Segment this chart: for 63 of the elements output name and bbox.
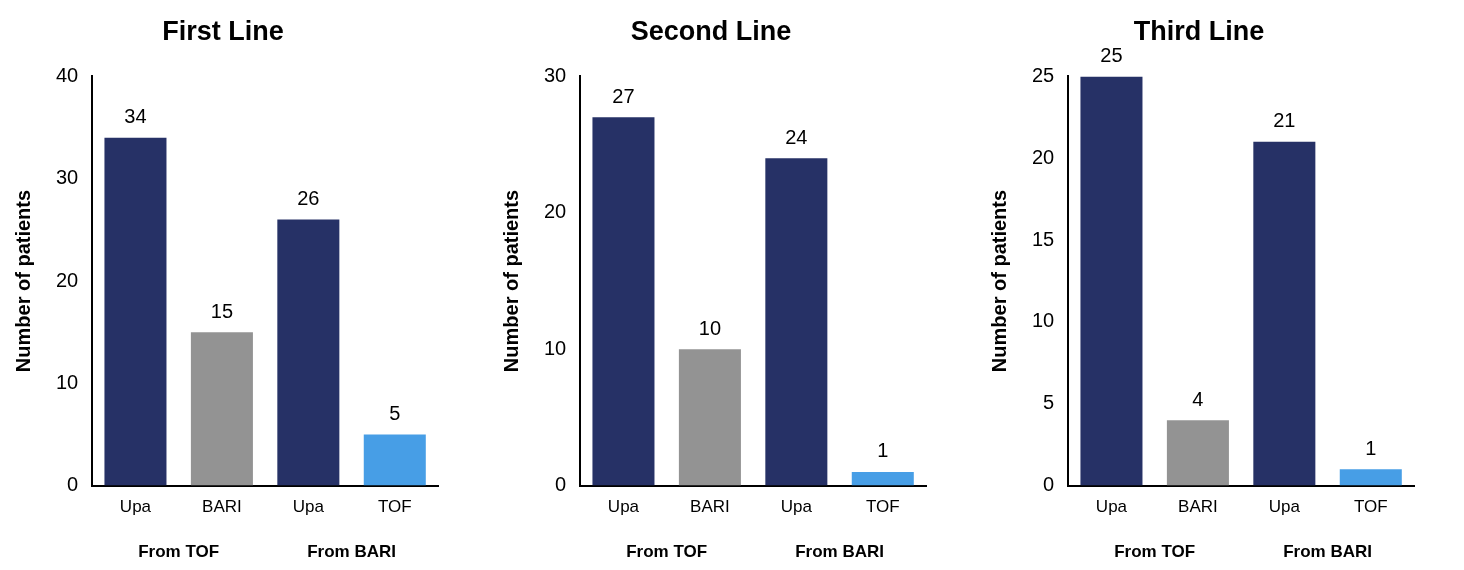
y-tick-label: 5 bbox=[1043, 391, 1055, 414]
data-label: 24 bbox=[785, 125, 808, 148]
bar bbox=[1339, 469, 1402, 486]
x-tick-label: TOF bbox=[1353, 497, 1388, 517]
chart-title: First Line bbox=[162, 15, 284, 46]
x-tick-label: Upa bbox=[119, 497, 152, 517]
bar bbox=[190, 332, 253, 486]
y-tick-label: 0 bbox=[1043, 473, 1055, 496]
bar bbox=[765, 158, 828, 486]
x-tick-label: TOF bbox=[377, 497, 412, 517]
data-label: 15 bbox=[210, 299, 234, 322]
text: From TOF bbox=[138, 541, 220, 561]
x-tick-label: BARI bbox=[202, 497, 242, 517]
chart-title: Second Line bbox=[630, 15, 792, 46]
data-label: 1 bbox=[1365, 436, 1377, 459]
bar bbox=[363, 434, 426, 486]
bar bbox=[678, 349, 741, 486]
data-label: 4 bbox=[1192, 387, 1204, 410]
x-tick-label: Upa bbox=[292, 497, 325, 517]
x-tick-label: Upa bbox=[780, 497, 813, 517]
y-tick-label: 10 bbox=[544, 336, 567, 359]
text: From BARI bbox=[1283, 541, 1372, 561]
y-tick-label: 20 bbox=[1032, 145, 1055, 168]
y-tick-label: 25 bbox=[1032, 63, 1055, 86]
x-tick-label: BARI bbox=[1178, 497, 1218, 517]
y-axis-title: Number of patients bbox=[987, 189, 1010, 373]
bar bbox=[1253, 141, 1316, 486]
y-tick-label: 40 bbox=[56, 63, 79, 86]
y-tick-label: 15 bbox=[1032, 227, 1055, 250]
x-tick-label: TOF bbox=[865, 497, 900, 517]
y-tick-label: 20 bbox=[544, 200, 567, 223]
bar bbox=[1166, 420, 1229, 486]
data-label: 10 bbox=[698, 316, 722, 339]
x-tick-label: BARI bbox=[690, 497, 730, 517]
data-label: 5 bbox=[389, 401, 401, 424]
data-label: 27 bbox=[612, 84, 635, 107]
data-label: 25 bbox=[1100, 43, 1123, 66]
bar bbox=[104, 137, 167, 486]
y-tick-label: 20 bbox=[56, 268, 79, 291]
text: From TOF bbox=[626, 541, 708, 561]
text: From BARI bbox=[307, 541, 396, 561]
text: From BARI bbox=[795, 541, 884, 561]
data-label: 21 bbox=[1273, 109, 1296, 132]
chart-title: Third Line bbox=[1133, 15, 1265, 46]
data-label: 34 bbox=[124, 105, 147, 128]
x-tick-label: Upa bbox=[607, 497, 640, 517]
y-tick-label: 30 bbox=[56, 166, 79, 189]
bar bbox=[592, 117, 655, 486]
y-tick-label: 10 bbox=[56, 370, 79, 393]
x-tick-label: Upa bbox=[1268, 497, 1301, 517]
bar bbox=[277, 219, 340, 486]
data-label: 1 bbox=[877, 439, 889, 462]
y-axis-title: Number of patients bbox=[499, 189, 522, 373]
y-axis-title: Number of patients bbox=[11, 189, 34, 373]
y-tick-label: 0 bbox=[555, 473, 567, 496]
text: From TOF bbox=[1114, 541, 1196, 561]
y-tick-label: 0 bbox=[67, 473, 79, 496]
bar bbox=[851, 471, 914, 486]
y-tick-label: 10 bbox=[1032, 309, 1055, 332]
data-label: 26 bbox=[297, 187, 320, 210]
bar bbox=[1080, 76, 1143, 486]
y-tick-label: 30 bbox=[544, 63, 567, 86]
x-tick-label: Upa bbox=[1095, 497, 1128, 517]
